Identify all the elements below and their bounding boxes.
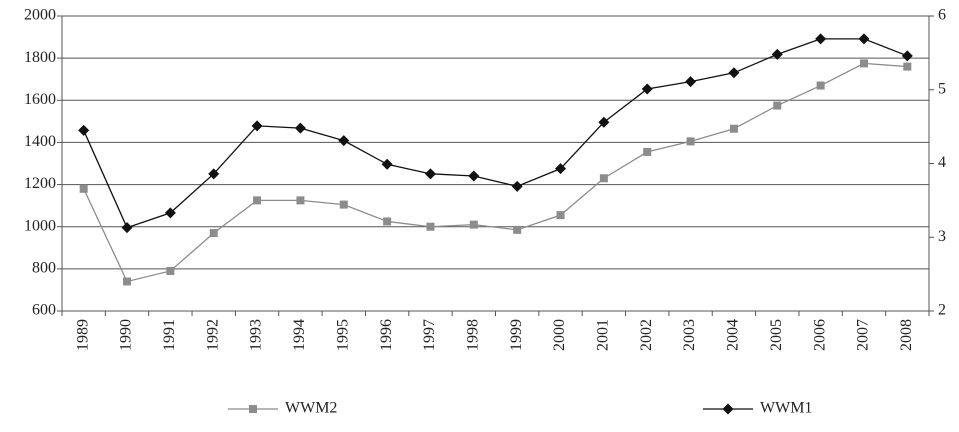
point [253, 196, 262, 205]
point [251, 120, 263, 132]
point [903, 62, 912, 71]
x-tick-label: 2004 [725, 319, 742, 351]
point [685, 76, 697, 88]
point [426, 222, 435, 231]
point [643, 147, 652, 156]
point [511, 180, 523, 192]
series-line [83, 38, 908, 229]
point [424, 168, 436, 180]
y-tick-label: 600 [32, 302, 56, 319]
x-tick-label: 2006 [811, 319, 828, 351]
point [859, 59, 868, 68]
point [209, 229, 218, 238]
point [468, 170, 480, 182]
point [858, 33, 870, 45]
point [294, 122, 306, 134]
point [901, 50, 913, 62]
x-tick-label: 1995 [334, 319, 351, 351]
legend-marker [249, 405, 257, 413]
x-tick-label: 2007 [855, 319, 872, 351]
x-tick-label: 2002 [638, 319, 655, 351]
x-tick-label: 1991 [161, 319, 178, 351]
y-tick-label: 800 [32, 260, 56, 277]
y2-tick-label: 5 [938, 80, 946, 97]
point [79, 184, 88, 193]
point [816, 81, 825, 90]
point [78, 124, 90, 136]
point [556, 211, 565, 220]
x-tick-label: 1993 [248, 319, 265, 351]
point [296, 196, 305, 205]
x-tick-label: 2008 [898, 319, 915, 351]
x-tick-label: 1989 [74, 319, 91, 351]
y2-tick-label: 4 [938, 154, 946, 171]
point [338, 135, 350, 147]
legend-label: WWM1 [760, 400, 812, 417]
x-tick-label: 2000 [551, 319, 568, 351]
point [383, 217, 392, 226]
x-tick-label: 1994 [291, 319, 308, 351]
y-tick-label: 1200 [24, 175, 56, 192]
point [598, 116, 610, 128]
point [771, 48, 783, 60]
point [815, 33, 827, 45]
y2-tick-label: 6 [938, 7, 946, 24]
x-tick-label: 2003 [681, 319, 698, 351]
x-tick-label: 2001 [595, 319, 612, 351]
y-tick-label: 1400 [24, 133, 56, 150]
x-tick-label: 1999 [508, 319, 525, 351]
point [164, 207, 176, 219]
y-tick-label: 1800 [24, 49, 56, 66]
point [123, 277, 132, 286]
point [208, 168, 220, 180]
point [469, 220, 478, 229]
point [381, 158, 393, 170]
point [166, 266, 175, 275]
x-tick-label: 1990 [118, 319, 135, 351]
point [729, 124, 738, 133]
point [686, 137, 695, 146]
legend-label: WWM2 [285, 400, 337, 417]
x-tick-label: 2005 [768, 319, 785, 351]
x-tick-label: 1996 [378, 319, 395, 351]
y2-tick-label: 2 [938, 302, 946, 319]
y2-tick-label: 3 [938, 228, 946, 245]
point [555, 163, 567, 175]
point [599, 174, 608, 183]
x-tick-label: 1998 [464, 319, 481, 351]
point [641, 83, 653, 95]
x-tick-label: 1997 [421, 319, 438, 351]
point [773, 101, 782, 110]
y-tick-label: 1600 [24, 91, 56, 108]
point [513, 225, 522, 234]
y-tick-label: 2000 [24, 7, 56, 24]
point [728, 67, 740, 79]
series-line [83, 62, 908, 283]
point [339, 200, 348, 209]
y-tick-label: 1000 [24, 217, 56, 234]
legend-marker [722, 403, 734, 415]
point [121, 222, 133, 234]
x-tick-label: 1992 [204, 319, 221, 351]
